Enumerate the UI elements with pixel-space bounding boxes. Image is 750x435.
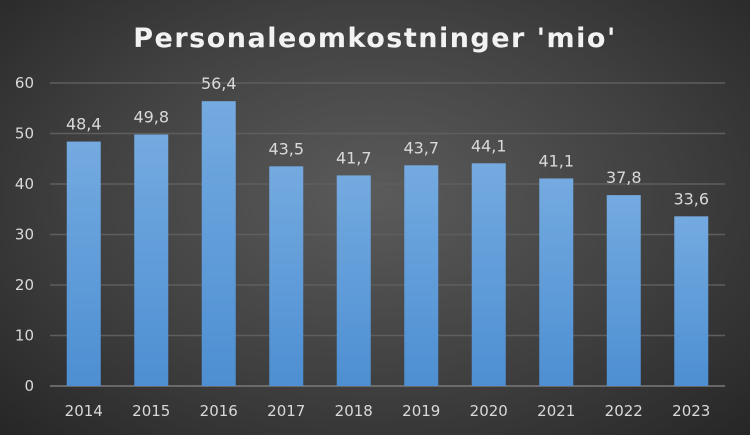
x-tick-label: 2014	[65, 402, 103, 420]
data-label: 43,5	[268, 139, 304, 158]
y-tick-label: 0	[24, 377, 34, 395]
x-tick-label: 2018	[335, 402, 373, 420]
x-tick-label: 2020	[470, 402, 508, 420]
bar-2021	[539, 178, 574, 386]
bar-2015	[134, 134, 169, 386]
x-tick-label: 2015	[132, 402, 170, 420]
y-tick-label: 60	[15, 74, 34, 92]
data-label: 33,6	[673, 189, 709, 208]
chart-title: Personaleomkostninger 'mio'	[133, 23, 617, 54]
x-tick-label: 2016	[200, 402, 238, 420]
bar-2023	[674, 216, 709, 386]
bar-2022	[606, 195, 641, 386]
x-tick-label: 2022	[605, 402, 643, 420]
data-label: 43,7	[403, 138, 439, 157]
data-label: 56,4	[201, 74, 237, 93]
data-label: 37,8	[606, 168, 642, 187]
y-tick-label: 30	[15, 226, 34, 244]
y-tick-label: 50	[15, 125, 34, 143]
y-tick-label: 10	[15, 327, 34, 345]
bar-2020	[471, 163, 506, 386]
x-tick-label: 2023	[672, 402, 710, 420]
bar-2018	[336, 175, 371, 386]
y-tick-label: 40	[15, 175, 34, 193]
x-tick-label: 2017	[267, 402, 305, 420]
data-label: 49,8	[133, 108, 169, 127]
bar-2017	[269, 166, 304, 386]
bar-2014	[66, 141, 101, 386]
data-label: 44,1	[471, 136, 507, 155]
x-tick-label: 2021	[537, 402, 575, 420]
x-tick-label: 2019	[402, 402, 440, 420]
bar-2019	[404, 165, 439, 386]
data-label: 41,1	[538, 151, 574, 170]
y-tick-label: 20	[15, 276, 34, 294]
data-label: 48,4	[66, 115, 102, 134]
bar-2016	[201, 101, 236, 387]
data-label: 41,7	[336, 148, 372, 167]
